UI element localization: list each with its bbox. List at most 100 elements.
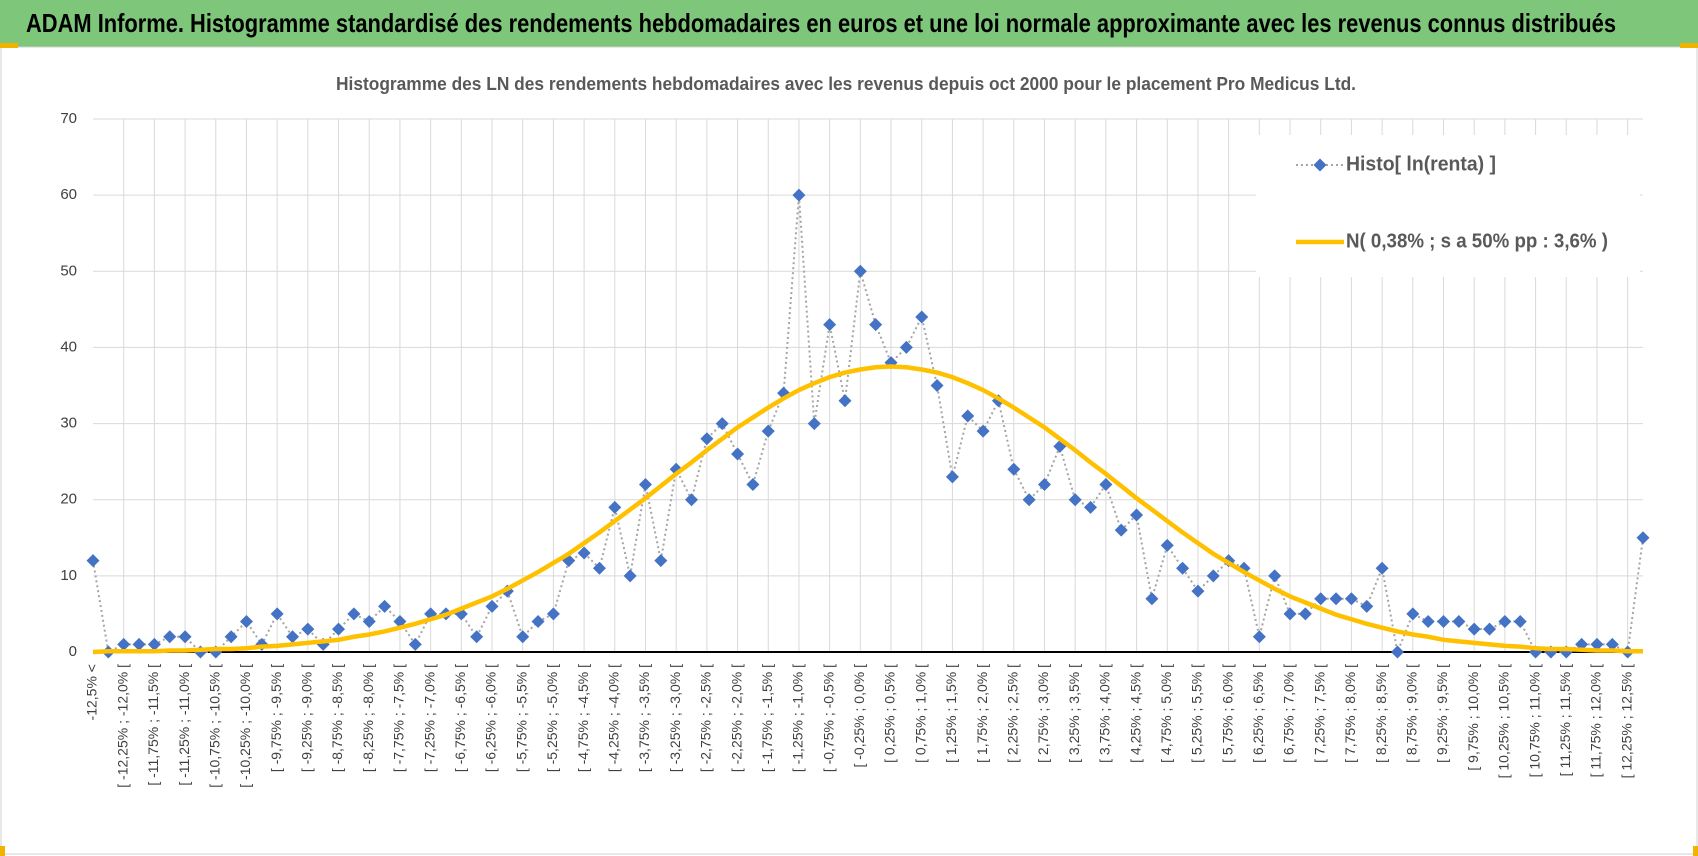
x-tick-label: [ -0,75% ; -0,5% [ [820,664,836,772]
data-point [132,637,146,651]
x-tick-label: [ -4,25% ; -4,0% [ [605,664,621,772]
data-point [1160,538,1174,552]
chart-title: Histogramme des LN des rendements hebdom… [336,74,1356,94]
x-tick-label: [ -11,25% ; -11,0% [ [176,664,192,786]
x-tick-label: [ 10,25% ; 10,5% [ [1496,664,1512,779]
data-point [746,477,760,491]
data-point [1007,462,1021,476]
data-point [1467,622,1481,636]
data-point [286,630,300,644]
data-point [1099,477,1113,491]
x-tick-label: [ 8,25% ; 8,5% [ [1373,664,1389,763]
y-tick-label: 30 [60,415,77,432]
data-point [1636,531,1650,545]
x-tick-label: [ 7,25% ; 7,5% [ [1311,664,1327,763]
data-point [1084,500,1098,514]
data-point [1252,630,1266,644]
data-point [807,417,821,431]
x-tick-label: [ 1,75% ; 2,0% [ [974,664,990,763]
x-tick-label: [ -10,75% ; -10,5% [ [206,664,222,788]
data-point [1390,645,1404,659]
chart-border [0,46,1698,855]
data-point [1605,637,1619,651]
data-point [516,630,530,644]
data-point [715,417,729,431]
series-line [92,364,1643,655]
x-tick-label: [ 6,75% ; 7,0% [ [1281,664,1297,763]
data-point [239,615,253,629]
data-point [915,310,929,324]
x-tick-label: [ 2,25% ; 2,5% [ [1004,664,1020,763]
data-point [362,615,376,629]
x-tick-label: [ -6,25% ; -6,0% [ [483,664,499,772]
x-tick-label: [ -8,25% ; -8,0% [ [360,664,376,772]
data-point [608,500,622,514]
x-tick-label: [ 5,25% ; 5,5% [ [1189,664,1205,763]
data-point [1191,584,1205,598]
x-tick-label: [ 8,75% ; 9,0% [ [1404,664,1420,763]
x-tick-label: [ 4,25% ; 4,5% [ [1127,664,1143,763]
data-point [1037,477,1051,491]
x-tick-label: [ -7,75% ; -7,5% [ [391,664,407,772]
data-point [1406,607,1420,621]
data-point [1022,493,1036,507]
x-tick-label: [ 2,75% ; 3,0% [ [1035,664,1051,763]
x-tick-label: [ -9,25% ; -9,0% [ [299,664,315,772]
data-point [1283,607,1297,621]
data-point [1114,523,1128,537]
data-point [531,615,545,629]
data-point [1298,607,1312,621]
x-tick-label: [ -1,75% ; -1,5% [ [759,664,775,772]
data-point [301,622,315,636]
y-tick-label: 10 [60,567,77,584]
data-point [224,630,238,644]
x-tick-label: [ 6,25% ; 6,5% [ [1250,664,1266,763]
x-tick-label: [ 11,75% ; 12,0% [ [1588,664,1604,777]
x-tick-label: [ -5,75% ; -5,5% [ [513,664,529,772]
data-point [163,630,177,644]
x-tick-label: [ 4,75% ; 5,0% [ [1158,664,1174,763]
data-point [1145,592,1159,606]
x-tick-label: [ -6,75% ; -6,5% [ [452,664,468,772]
data-point [761,424,775,438]
x-tick-label: [ -2,25% ; -2,0% [ [728,664,744,772]
corner [0,43,18,48]
data-point [1344,592,1358,606]
y-tick-label: 0 [69,643,77,660]
x-tick-label: [ -5,25% ; -5,0% [ [544,664,560,772]
data-point [592,561,606,575]
data-point [869,318,883,332]
legend-label: N( 0,38% ; s a 50% pp : 3,6% ) [1346,230,1608,252]
x-tick-label: [ 11,25% ; 11,5% [ [1557,664,1573,776]
data-point [577,546,591,560]
data-point [1068,493,1082,507]
data-point [1176,561,1190,575]
data-point [731,447,745,461]
data-point [1375,561,1389,575]
data-point [1483,622,1497,636]
data-point [945,470,959,484]
x-tick-label: [ 9,25% ; 9,5% [ [1434,664,1450,763]
data-point [976,424,990,438]
data-point [1329,592,1343,606]
x-tick-label: [ 3,75% ; 4,0% [ [1097,664,1113,763]
corner [1680,43,1698,48]
data-point [623,569,637,583]
data-point [470,630,484,644]
data-point [1421,615,1435,629]
x-tick-label: [ -9,75% ; -9,5% [ [268,664,284,772]
x-tick-label: [ 5,75% ; 6,0% [ [1219,664,1235,763]
x-tick-label: [ -11,75% ; -11,5% [ [145,664,161,786]
data-point [961,409,975,423]
page-title: ADAM Informe. Histogramme standardisé de… [26,8,1616,38]
data-point [638,477,652,491]
data-point [270,607,284,621]
data-point [838,394,852,408]
data-point [1452,615,1466,629]
corner [0,846,5,856]
data-point [654,554,668,568]
data-point [332,622,346,636]
data-point [546,607,560,621]
legend-marker [1313,158,1327,172]
